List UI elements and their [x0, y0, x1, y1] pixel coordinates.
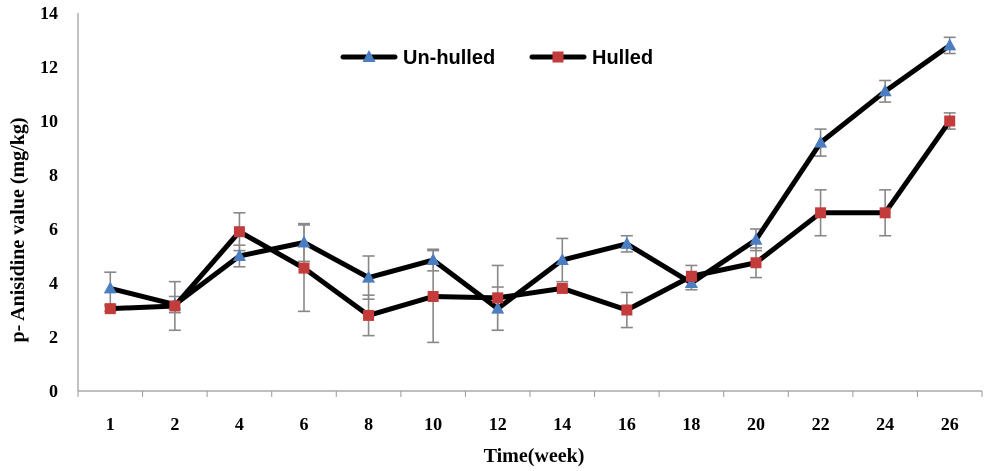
x-tick-label: 16	[618, 414, 636, 434]
x-tick-label: 4	[235, 414, 244, 434]
series-line-un-hulled	[107, 42, 953, 312]
y-tick-label: 14	[40, 3, 58, 23]
y-tick-label: 0	[49, 381, 58, 401]
y-tick-label: 8	[49, 165, 58, 185]
x-tick-label: 20	[747, 414, 765, 434]
x-tick-label: 1	[106, 414, 115, 434]
data-point-un-hulled	[943, 38, 957, 51]
data-point-hulled	[427, 291, 439, 302]
x-tick-label: 26	[941, 414, 959, 434]
data-point-hulled	[363, 309, 375, 321]
data-point-hulled	[944, 115, 956, 127]
x-tick-labels: 1 2 4 6 8 10 12 14 16 18 20 22 24 26	[106, 414, 959, 434]
x-axis-title: Time(week)	[484, 445, 585, 467]
data-point-hulled	[750, 257, 762, 269]
data-point-hulled	[879, 207, 891, 219]
error-bars	[104, 36, 956, 344]
y-tick-label: 10	[40, 111, 58, 131]
axes	[77, 13, 983, 397]
x-tick-label: 8	[364, 414, 373, 434]
y-axis-title: p- Anisidine value (mg/kg)	[7, 117, 29, 342]
x-tick-label: 18	[682, 414, 700, 434]
y-tick-label: 6	[49, 219, 58, 239]
y-tick-labels: 0 2 4 6 8 10 12 14	[40, 3, 58, 401]
y-tick-label: 12	[40, 57, 58, 77]
data-point-un-hulled	[620, 236, 634, 249]
legend: Un-hulled Hulled	[340, 47, 653, 69]
data-point-hulled	[815, 207, 827, 219]
data-point-hulled	[621, 304, 633, 316]
x-tick-label: 2	[170, 414, 179, 434]
data-point-un-hulled	[491, 301, 505, 314]
legend-marker-un-hulled	[362, 50, 376, 62]
data-point-un-hulled	[555, 253, 569, 266]
data-point-un-hulled	[103, 281, 117, 294]
data-point-hulled	[169, 300, 181, 312]
x-tick-label: 24	[876, 414, 894, 434]
data-point-hulled	[104, 303, 116, 315]
data-point-un-hulled	[814, 135, 828, 148]
data-point-un-hulled	[749, 232, 763, 245]
data-point-un-hulled	[362, 270, 376, 283]
data-point-hulled	[233, 226, 245, 238]
data-point-hulled	[492, 292, 504, 304]
x-tick-label: 6	[300, 414, 309, 434]
legend-label-un-hulled: Un-hulled	[403, 47, 495, 69]
series-lines	[107, 42, 953, 318]
data-point-un-hulled	[426, 253, 440, 266]
y-tick-label: 2	[49, 327, 58, 347]
x-tick-label: 22	[812, 414, 830, 434]
x-tick-label: 12	[489, 414, 507, 434]
legend-marker-hulled	[552, 51, 564, 63]
series-markers	[103, 38, 957, 321]
x-tick-label: 14	[553, 414, 571, 434]
y-tick-label: 4	[49, 273, 58, 293]
data-point-un-hulled	[684, 276, 698, 288]
x-tick-label: 10	[424, 414, 442, 434]
data-point-un-hulled	[878, 84, 892, 97]
data-point-un-hulled	[297, 235, 311, 248]
series-line-hulled	[107, 118, 953, 318]
data-point-hulled	[556, 282, 568, 294]
data-point-hulled	[685, 270, 697, 282]
data-point-un-hulled	[232, 249, 246, 261]
data-point-hulled	[298, 262, 310, 274]
legend-label-hulled: Hulled	[592, 47, 653, 69]
